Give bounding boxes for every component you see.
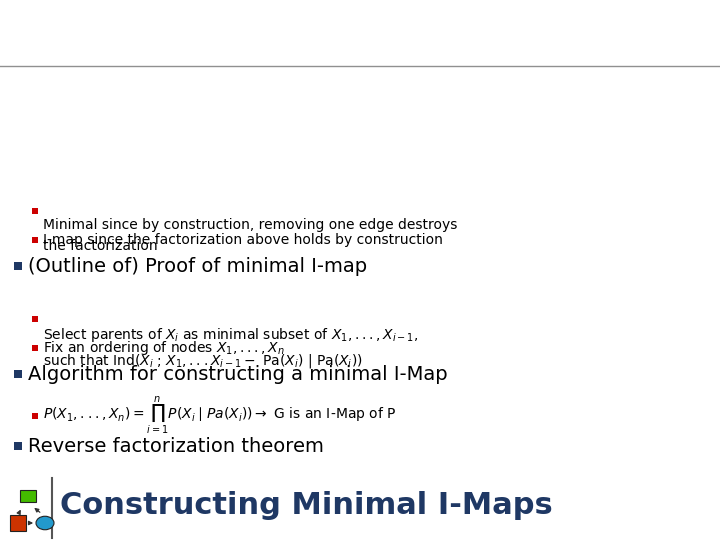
Text: Fix an ordering of nodes $X_1,...,X_n$: Fix an ordering of nodes $X_1,...,X_n$ — [43, 339, 285, 357]
Circle shape — [36, 516, 54, 530]
Text: Minimal since by construction, removing one edge destroys
the factorization: Minimal since by construction, removing … — [43, 218, 457, 253]
Bar — [32, 345, 38, 351]
Bar — [32, 237, 38, 243]
Bar — [32, 413, 38, 419]
Text: I-map since the factorization above holds by construction: I-map since the factorization above hold… — [43, 233, 443, 247]
Text: Algorithm for constructing a minimal I-Map: Algorithm for constructing a minimal I-M… — [28, 364, 448, 383]
Text: Constructing Minimal I-Maps: Constructing Minimal I-Maps — [60, 491, 553, 521]
Text: $P(X_1,...,X_n) = \prod_{i=1}^{n} P(X_i\mid Pa(X_i)) \rightarrow$ G is an I-Map : $P(X_1,...,X_n) = \prod_{i=1}^{n} P(X_i\… — [43, 395, 397, 437]
Bar — [14, 370, 22, 378]
Bar — [32, 208, 38, 214]
Text: Select parents of $X_i$ as minimal subset of $X_1,...,X_{i-1}$,
such that Ind$(X: Select parents of $X_i$ as minimal subse… — [43, 326, 418, 369]
Text: Reverse factorization theorem: Reverse factorization theorem — [28, 436, 324, 456]
Text: (Outline of) Proof of minimal I-map: (Outline of) Proof of minimal I-map — [28, 256, 367, 275]
Bar — [32, 316, 38, 322]
Bar — [14, 442, 22, 450]
Bar — [10, 515, 26, 531]
Bar — [14, 262, 22, 270]
